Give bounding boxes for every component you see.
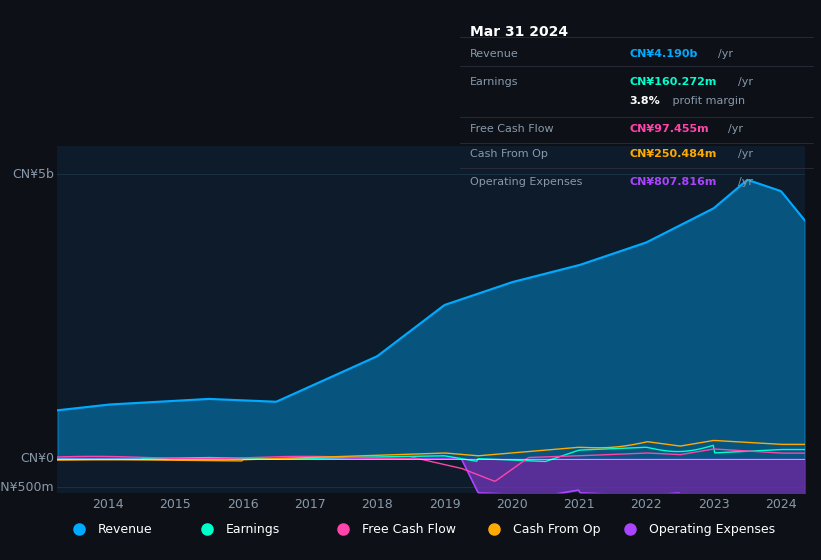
- Text: /yr: /yr: [728, 124, 743, 134]
- Text: Operating Expenses: Operating Expenses: [649, 522, 775, 536]
- Text: /yr: /yr: [738, 77, 753, 87]
- Text: CN¥807.816m: CN¥807.816m: [629, 177, 717, 186]
- Text: /yr: /yr: [738, 177, 753, 186]
- Text: /yr: /yr: [738, 150, 753, 159]
- Text: Cash From Op: Cash From Op: [470, 150, 548, 159]
- Text: CN¥4.190b: CN¥4.190b: [629, 49, 698, 59]
- Text: Mar 31 2024: Mar 31 2024: [470, 25, 568, 39]
- Text: CN¥0: CN¥0: [20, 452, 54, 465]
- Text: CN¥160.272m: CN¥160.272m: [629, 77, 717, 87]
- Text: Free Cash Flow: Free Cash Flow: [470, 124, 554, 134]
- Text: Cash From Op: Cash From Op: [513, 522, 601, 536]
- Text: CN¥250.484m: CN¥250.484m: [629, 150, 717, 159]
- Text: Revenue: Revenue: [470, 49, 519, 59]
- Text: Earnings: Earnings: [226, 522, 280, 536]
- Text: CN¥97.455m: CN¥97.455m: [629, 124, 709, 134]
- Text: /yr: /yr: [718, 49, 733, 59]
- Text: Revenue: Revenue: [98, 522, 153, 536]
- Text: Operating Expenses: Operating Expenses: [470, 177, 583, 186]
- Text: Earnings: Earnings: [470, 77, 519, 87]
- Text: -CN¥500m: -CN¥500m: [0, 480, 54, 493]
- Text: CN¥5b: CN¥5b: [12, 167, 54, 180]
- Text: Free Cash Flow: Free Cash Flow: [362, 522, 456, 536]
- Text: 3.8%: 3.8%: [629, 96, 660, 106]
- Text: profit margin: profit margin: [669, 96, 745, 106]
